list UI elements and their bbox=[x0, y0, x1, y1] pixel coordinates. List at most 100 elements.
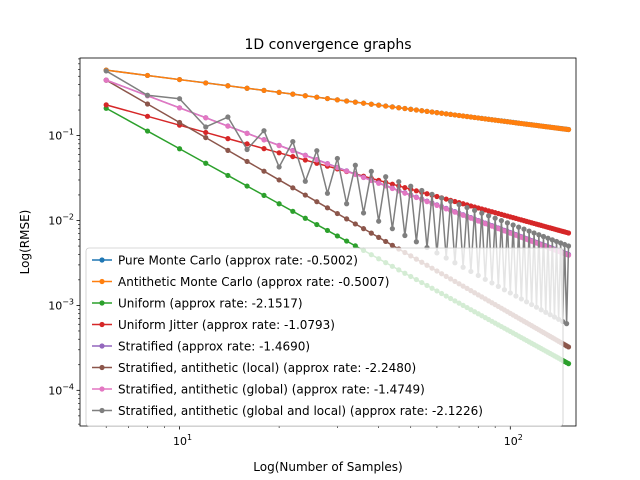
series-3-point bbox=[261, 192, 267, 198]
series-8-point bbox=[176, 96, 183, 102]
series-8-point bbox=[408, 183, 414, 189]
series-6-point bbox=[368, 230, 374, 236]
legend-marker bbox=[99, 300, 105, 306]
series-6-point bbox=[261, 168, 267, 174]
x-tick-label: 102 bbox=[504, 433, 523, 448]
series-8-point bbox=[314, 148, 320, 154]
series-8-point bbox=[540, 233, 547, 240]
series-8-point bbox=[396, 179, 402, 185]
legend-box bbox=[85, 247, 564, 427]
series-8-point bbox=[261, 128, 267, 134]
legend-label: Uniform Jitter (approx rate: -1.0793) bbox=[118, 318, 335, 332]
series-7-point bbox=[103, 77, 109, 83]
series-8-point bbox=[244, 146, 250, 153]
series-2-point bbox=[460, 113, 466, 119]
series-2-point bbox=[324, 95, 331, 102]
series-8-point bbox=[498, 217, 505, 224]
series-2-point bbox=[244, 85, 250, 91]
series-7-point bbox=[344, 168, 350, 174]
series-6-point bbox=[324, 205, 331, 211]
series-7-point bbox=[290, 148, 296, 154]
series-2-point bbox=[424, 108, 430, 114]
series-4-point bbox=[203, 129, 209, 136]
axes-layer: 101 102 10−4 10−3 10−2 10−1 bbox=[48, 57, 577, 448]
series-2-point bbox=[419, 108, 425, 114]
series-4-point bbox=[424, 191, 430, 197]
series-4-point bbox=[276, 150, 282, 156]
series-7-point bbox=[203, 115, 209, 121]
series-7-point bbox=[413, 194, 419, 201]
series-8-point bbox=[419, 187, 425, 194]
series-8-point bbox=[545, 235, 551, 241]
series-2-point bbox=[383, 103, 389, 109]
series-6-point bbox=[302, 192, 308, 198]
legend-marker bbox=[99, 278, 105, 285]
y-tick-label: 10−2 bbox=[48, 213, 74, 228]
series-3-point bbox=[144, 128, 151, 134]
series-2-point bbox=[144, 72, 151, 79]
series-8-point bbox=[565, 243, 572, 249]
series-7-point bbox=[443, 206, 449, 212]
series-4-point bbox=[225, 136, 231, 142]
legend-marker bbox=[99, 321, 105, 328]
series-2-point bbox=[396, 105, 402, 111]
series-2-point bbox=[314, 94, 320, 100]
legend-marker bbox=[99, 343, 105, 349]
series-8-point bbox=[486, 213, 492, 219]
series-8-point bbox=[413, 239, 419, 245]
series-8-point bbox=[360, 210, 367, 216]
series-3-point bbox=[352, 243, 358, 249]
series-2-point bbox=[464, 113, 470, 120]
legend: Pure Monte Carlo (approx rate: -0.5002) A… bbox=[85, 247, 564, 427]
legend-label: Stratified, antithetic (global and local… bbox=[118, 404, 483, 418]
series-8-point bbox=[521, 226, 527, 232]
series-6-point bbox=[344, 216, 350, 222]
series-4-point bbox=[389, 181, 395, 187]
series-8-point bbox=[402, 232, 408, 239]
y-axis-label: Log(RMSE) bbox=[18, 210, 32, 275]
series-2-point bbox=[408, 106, 414, 112]
series-7-point bbox=[434, 202, 440, 208]
series-6-point bbox=[376, 234, 382, 240]
series-4-point bbox=[565, 230, 572, 236]
series-6-point bbox=[244, 158, 250, 165]
series-6-point bbox=[225, 147, 231, 153]
series-8-point bbox=[103, 68, 109, 74]
series-2-point bbox=[276, 89, 282, 95]
series-4-point bbox=[290, 153, 296, 160]
series-8-point bbox=[492, 215, 498, 221]
chart-title: 1D convergence graphs bbox=[244, 37, 411, 53]
series-7-point bbox=[460, 212, 466, 218]
series-8-point bbox=[389, 226, 395, 232]
series-4-point bbox=[413, 188, 419, 194]
series-3-point bbox=[225, 172, 231, 179]
legend-label: Stratified, antithetic (global) (approx … bbox=[118, 383, 425, 397]
series-8-point bbox=[368, 168, 374, 174]
series-2-point bbox=[334, 97, 340, 103]
series-8-point bbox=[448, 198, 454, 204]
series-8-point bbox=[549, 237, 555, 243]
series-2-point bbox=[225, 83, 231, 89]
series-3-point bbox=[290, 208, 296, 214]
series-7-point bbox=[324, 161, 331, 167]
series-8-point bbox=[472, 207, 478, 214]
series-3-point bbox=[176, 146, 183, 152]
series-8-point bbox=[144, 92, 151, 98]
series-7-point bbox=[302, 152, 308, 159]
series-6-point bbox=[565, 344, 572, 350]
series-4-point bbox=[103, 102, 109, 108]
series-8-point bbox=[429, 191, 435, 197]
series-2-point bbox=[376, 102, 382, 108]
series-4-point bbox=[302, 157, 308, 163]
legend-marker bbox=[99, 257, 105, 263]
series-2-point bbox=[389, 104, 395, 110]
y-tick-label: 10−3 bbox=[48, 297, 74, 312]
series-7-point bbox=[402, 190, 408, 196]
series-7-point bbox=[276, 143, 282, 149]
series-2-point bbox=[290, 91, 296, 97]
series-8-point bbox=[536, 232, 542, 238]
x-axis-label: Log(Number of Samples) bbox=[253, 460, 402, 474]
series-8-point bbox=[344, 201, 350, 207]
series-8-point bbox=[302, 178, 308, 184]
